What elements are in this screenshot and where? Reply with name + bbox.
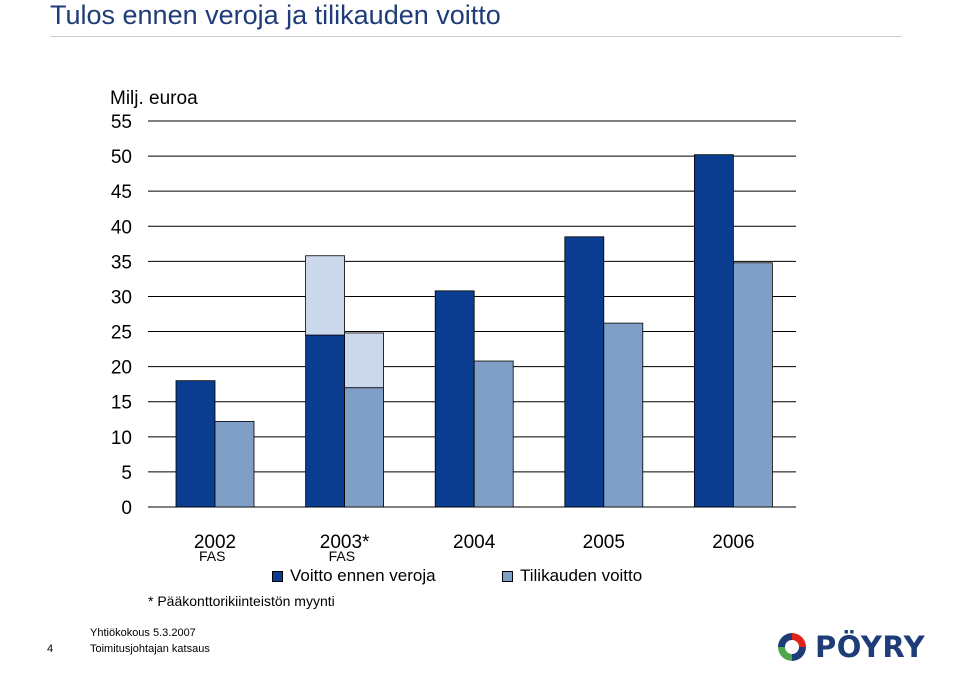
bar-tilikauden-voitto-2002 — [214, 420, 255, 508]
bar-tilikauden-voitto-2005 — [603, 322, 644, 508]
page-title: Tulos ennen veroja ja tilikauden voitto — [50, 0, 501, 30]
bar-extra-voitto-ennen-veroja-2003 — [305, 255, 346, 336]
x-tick-2004: 2004 — [453, 532, 496, 553]
footer-meeting: Yhtiökokous 5.3.2007 — [90, 627, 196, 639]
legend-label: Tilikauden voitto — [520, 566, 643, 585]
legend-label: Voitto ennen veroja — [290, 566, 436, 585]
x-tick-2003: 2003* — [320, 532, 370, 553]
y-tick-20: 20 — [111, 358, 132, 379]
y-tick-labels: 0 5 10 15 20 25 30 35 40 45 50 55 — [111, 112, 132, 519]
sublabel-2003: FAS — [328, 548, 356, 564]
grid-lines — [148, 120, 796, 508]
bar-chart: 0 5 10 15 20 25 30 35 40 45 50 55 2002 2003* 2004 2005… — [110, 88, 796, 553]
y-tick-15: 15 — [111, 393, 132, 414]
footer-subtitle: Toimitusjohtajan katsaus — [90, 643, 210, 655]
poyry-logo: PÖYRY — [775, 630, 925, 664]
y-tick-40: 40 — [111, 217, 132, 238]
y-tick-10: 10 — [111, 428, 132, 449]
y-tick-30: 30 — [111, 287, 132, 308]
y-tick-50: 50 — [111, 147, 132, 168]
x-tick-2005: 2005 — [583, 532, 625, 553]
footnote: * Pääkonttorikiinteistön myynti — [148, 593, 335, 609]
legend-swatch-light — [502, 570, 513, 582]
bar-voitto-ennen-veroja-2003 — [305, 334, 346, 508]
bar-tilikauden-voitto-2006 — [733, 262, 773, 508]
legend-item-voitto-ennen-veroja: Voitto ennen veroja — [272, 566, 436, 586]
title-divider — [50, 36, 902, 37]
legend-swatch-dark — [272, 570, 283, 582]
bar-tilikauden-voitto-2004 — [473, 360, 514, 508]
y-tick-55: 55 — [111, 112, 132, 133]
bar-voitto-ennen-veroja-2006 — [694, 154, 734, 508]
bar-voitto-ennen-veroja-2004 — [434, 290, 475, 508]
sublabel-2002: FAS — [199, 548, 226, 564]
y-tick-25: 25 — [111, 323, 132, 344]
y-tick-0: 0 — [121, 498, 132, 519]
logo-mark-icon — [778, 633, 806, 661]
x-tick-2006: 2006 — [712, 532, 754, 553]
y-axis-label: Milj. euroa — [110, 88, 198, 109]
bar-voitto-ennen-veroja-2005 — [564, 236, 605, 508]
logo-text: PÖYRY — [815, 630, 926, 664]
bars — [175, 154, 773, 508]
x-tick-labels: 2002 2003* 2004 2005 2006 — [194, 532, 755, 553]
bar-tilikauden-voitto-2003 — [344, 387, 385, 508]
legend-item-tilikauden-voitto: Tilikauden voitto — [502, 566, 642, 586]
page-number: 4 — [47, 643, 54, 655]
x-tick-2002: 2002 — [194, 532, 236, 553]
y-tick-45: 45 — [111, 182, 132, 203]
bar-voitto-ennen-veroja-2002 — [175, 380, 216, 508]
y-tick-35: 35 — [111, 252, 132, 273]
bar-extra-tilikauden-voitto-2003 — [344, 332, 385, 389]
y-tick-5: 5 — [121, 463, 132, 484]
